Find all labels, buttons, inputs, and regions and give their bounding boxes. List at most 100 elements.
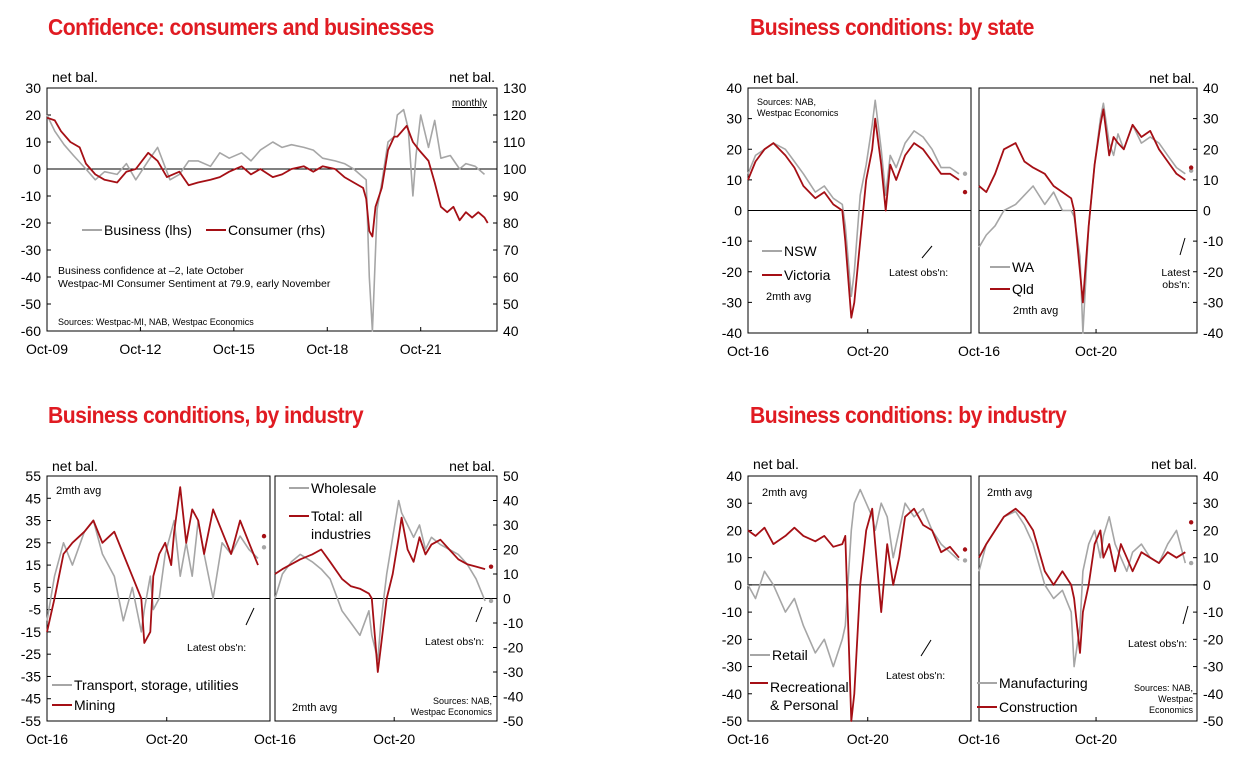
industry2-y-right-tick-label: -10 — [1203, 604, 1223, 620]
industry1-source: Westpac Economics — [411, 707, 493, 717]
state-y-left-tick-label: 10 — [726, 172, 742, 188]
latest-pointer — [920, 639, 932, 657]
series-business-line — [46, 108, 486, 332]
latest-dot-victoria — [962, 189, 968, 195]
legend-mining-text: Mining — [74, 697, 115, 713]
confidence-y-left-tick-label: -40 — [21, 269, 41, 285]
industry1-latest-label-right: Latest obs'n: — [425, 636, 484, 648]
industry1-y-left-tick-label: -45 — [21, 691, 41, 707]
industry2-y-left-tick-label: -30 — [722, 659, 742, 675]
industry2-ylabel-right: net bal. — [1151, 456, 1197, 472]
latest-dot-qld — [1188, 165, 1194, 170]
legend-transport-text: Transport, storage, utilities — [74, 677, 238, 693]
industry1-y-right-tick-label: 50 — [503, 468, 519, 484]
latest-pointer — [921, 245, 933, 259]
state-y-left-tick-label: -20 — [722, 264, 742, 280]
legend-wholesale-text: Wholesale — [311, 480, 377, 496]
chart-title-industry-1: Business conditions, by industry — [48, 402, 364, 428]
chart-title-confidence: Confidence: consumers and businesses — [48, 14, 434, 40]
industry2-latest-label-right: Latest obs'n: — [1128, 638, 1187, 650]
confidence-y-left-tick-label: 0 — [33, 161, 41, 177]
confidence-x-tick-label: Oct-15 — [213, 341, 255, 357]
state-right-x-tick-label: Oct-20 — [1075, 343, 1117, 359]
confidence-note: Westpac-MI Consumer Sentiment at 79.9, e… — [58, 278, 331, 290]
industry1-ylabel-right: net bal. — [449, 458, 495, 474]
industry2-y-right-tick-label: 30 — [1203, 495, 1219, 511]
state-ylabel-right: net bal. — [1149, 70, 1195, 86]
industry1-y-right-tick-label: -50 — [503, 713, 523, 729]
industry1-y-left-tick-label: -55 — [21, 713, 41, 729]
industry2-avg-left: 2mth avg — [762, 487, 807, 499]
industry2-y-right-tick-label: -50 — [1203, 713, 1223, 729]
industry1-left-x-tick-label: Oct-20 — [146, 731, 188, 747]
industry2-y-left-tick-label: -20 — [722, 631, 742, 647]
industry2-y-right-tick-label: -30 — [1203, 659, 1223, 675]
confidence-y-right-tick-label: 100 — [503, 161, 527, 177]
state-y-left-tick-label: -10 — [722, 233, 742, 249]
industry1-y-right-tick-label: 30 — [503, 517, 519, 533]
confidence-y-right-tick-label: 120 — [503, 107, 527, 123]
industry2-y-left-tick-label: -10 — [722, 604, 742, 620]
confidence-source: Sources: Westpac-MI, NAB, Westpac Econom… — [58, 317, 254, 327]
confidence-y-right-tick-label: 50 — [503, 296, 519, 312]
legend-total-text: industries — [311, 526, 371, 542]
industry2-latest-dot — [1188, 520, 1194, 525]
legend-manufacturing-text: Manufacturing — [999, 675, 1088, 691]
state-right-x-tick-label: Oct-16 — [958, 343, 1000, 359]
industry1-y-right-tick-label: -10 — [503, 615, 523, 631]
state-left-x-tick-label: Oct-16 — [727, 343, 769, 359]
confidence-y-right-tick-label: 60 — [503, 269, 519, 285]
industry1-y-left-tick-label: 5 — [33, 579, 41, 595]
confidence-y-right-tick-label: 90 — [503, 188, 519, 204]
latest-pointer — [475, 606, 483, 623]
state-series-nsw-line — [747, 99, 960, 298]
industry1-y-right-tick-label: 0 — [503, 591, 511, 607]
confidence-y-left-tick-label: 10 — [25, 134, 41, 150]
state-y-left-tick-label: -40 — [722, 325, 742, 341]
industry1-left-x-tick-label: Oct-16 — [26, 731, 68, 747]
legend-consumer-text: Consumer (rhs) — [228, 222, 325, 238]
state-y-right-tick-label: 10 — [1203, 172, 1219, 188]
industry1-latest-dot — [488, 564, 494, 569]
state-y-left-tick-label: 30 — [726, 111, 742, 127]
confidence-x-tick-label: Oct-12 — [119, 341, 161, 357]
industry2-y-right-tick-label: -40 — [1203, 686, 1223, 702]
industry1-latest-dot — [261, 545, 267, 550]
industry1-series-line — [46, 486, 259, 644]
state-y-left-tick-label: 40 — [726, 80, 742, 96]
industry1-series-line — [274, 516, 486, 673]
industry1-right-x-tick-label: Oct-20 — [373, 731, 415, 747]
confidence-y-right-tick-label: 70 — [503, 242, 519, 258]
industry2-right-frame — [978, 475, 1198, 722]
confidence-y-left-tick-label: -10 — [21, 188, 41, 204]
legend-nsw-text: NSW — [784, 243, 817, 259]
industry2-latest-dot — [962, 558, 968, 563]
industry2-y-left-tick-label: -40 — [722, 686, 742, 702]
confidence-y-left-tick-label: -30 — [21, 242, 41, 258]
confidence-ylabel-left: net bal. — [52, 69, 98, 85]
industry1-latest-dot — [261, 533, 267, 539]
industry2-latest-dot — [962, 547, 968, 552]
industry2-y-left-tick-label: 20 — [726, 522, 742, 538]
confidence-note: Business confidence at –2, late October — [58, 265, 244, 277]
latest-pointer — [1179, 237, 1186, 256]
confidence-ylabel-right: net bal. — [449, 69, 495, 85]
industry2-y-right-tick-label: 20 — [1203, 522, 1219, 538]
industry1-y-right-tick-label: -20 — [503, 640, 523, 656]
industry2-y-left-tick-label: 40 — [726, 468, 742, 484]
legend-recreational-text: & Personal — [770, 697, 838, 713]
series-consumer-line — [46, 116, 489, 238]
industry1-y-right-tick-label: -30 — [503, 664, 523, 680]
state-series-qld-line — [978, 108, 1186, 304]
industry2-y-right-tick-label: 10 — [1203, 550, 1219, 566]
industry2-series-line — [978, 510, 1187, 668]
chart-title-state: Business conditions: by state — [750, 14, 1034, 40]
industry1-y-left-tick-label: -35 — [21, 668, 41, 684]
industry1-right-x-tick-label: Oct-16 — [254, 731, 296, 747]
confidence-y-left-tick-label: 30 — [25, 80, 41, 96]
state-latest-label-right: Latest — [1161, 267, 1190, 279]
state-y-right-tick-label: -30 — [1203, 294, 1223, 310]
industry2-y-left-tick-label: 30 — [726, 495, 742, 511]
industry2-y-right-tick-label: 40 — [1203, 468, 1219, 484]
